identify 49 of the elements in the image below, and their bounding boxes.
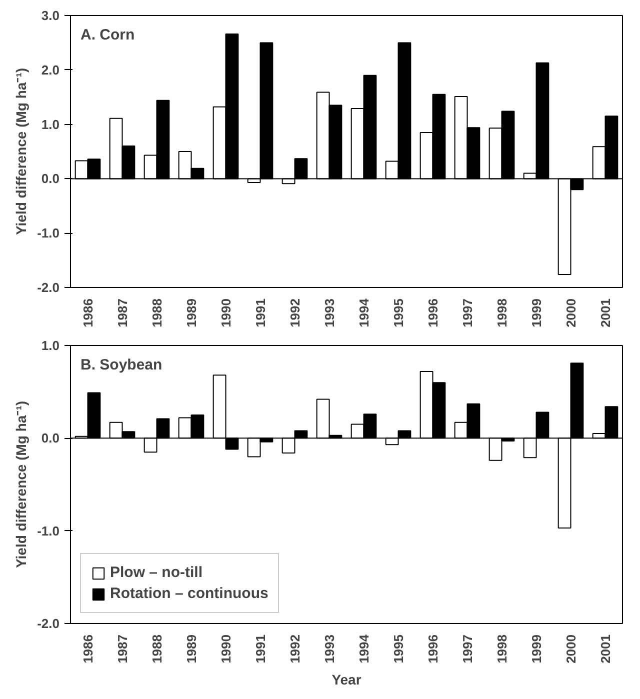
x-tick-label: 1995 xyxy=(390,634,406,664)
x-tick-label: 1997 xyxy=(460,634,475,664)
x-axis-title: Year xyxy=(332,671,362,688)
x-tick-label: 1996 xyxy=(425,634,440,664)
x-tick-label: 2000 xyxy=(563,634,578,664)
y-tick-label: -1.0 xyxy=(37,523,60,538)
x-tick-label: 2000 xyxy=(563,298,578,328)
y-tick-label: 2.0 xyxy=(41,62,60,78)
x-tick-label: 1990 xyxy=(218,298,234,328)
y-tick-label: 3.0 xyxy=(41,8,60,23)
x-tick-label: 1991 xyxy=(252,298,268,328)
x-tick-label: 1999 xyxy=(528,634,544,664)
y-tick-label: 1.0 xyxy=(41,338,60,353)
y-tick-label: 0.0 xyxy=(41,430,60,446)
y-axis-title: Yield difference (Mg ha⁻¹) xyxy=(13,68,30,236)
x-tick-label: 1991 xyxy=(252,634,268,664)
x-tick-label: 1994 xyxy=(356,298,372,328)
x-tick-label: 1993 xyxy=(322,298,337,328)
x-tick-label: 2001 xyxy=(598,634,613,664)
x-tick-label: 1986 xyxy=(80,298,96,328)
x-tick-label: 1993 xyxy=(322,634,337,664)
legend-label: Plow – no-till xyxy=(110,564,202,581)
x-tick-label: 1989 xyxy=(184,298,199,328)
y-tick-label: 1.0 xyxy=(41,116,60,132)
text: A. Corn xyxy=(80,26,135,44)
x-tick-label: 1997 xyxy=(460,298,475,328)
x-tick-label: 1988 xyxy=(149,634,164,664)
y-axis-title: Yield difference (Mg ha⁻¹) xyxy=(13,400,30,568)
x-tick-label: 1992 xyxy=(287,634,302,664)
x-tick-label: 2001 xyxy=(598,298,613,328)
text: B. Soybean xyxy=(80,356,162,374)
x-tick-label: 1999 xyxy=(528,298,544,328)
y-tick-label: -2.0 xyxy=(37,616,60,631)
x-tick-label: 1998 xyxy=(494,634,510,664)
x-tick-label: 1988 xyxy=(149,298,164,328)
x-tick-label: 1996 xyxy=(425,298,440,328)
legend-label: Rotation – continuous xyxy=(110,585,268,602)
y-tick-label: -1.0 xyxy=(37,226,60,241)
x-tick-label: 1994 xyxy=(356,634,372,664)
x-tick-label: 1992 xyxy=(287,298,302,328)
x-tick-label: 1990 xyxy=(218,634,234,664)
x-tick-label: 1989 xyxy=(184,634,199,664)
y-tick-label: 0.0 xyxy=(41,171,60,186)
x-tick-label: 1986 xyxy=(80,634,96,664)
x-tick-label: 1987 xyxy=(114,634,130,664)
y-tick-label: -2.0 xyxy=(37,280,60,295)
x-tick-label: 1998 xyxy=(494,298,510,328)
x-tick-label: 1995 xyxy=(390,298,406,328)
x-tick-label: 1987 xyxy=(114,298,130,328)
